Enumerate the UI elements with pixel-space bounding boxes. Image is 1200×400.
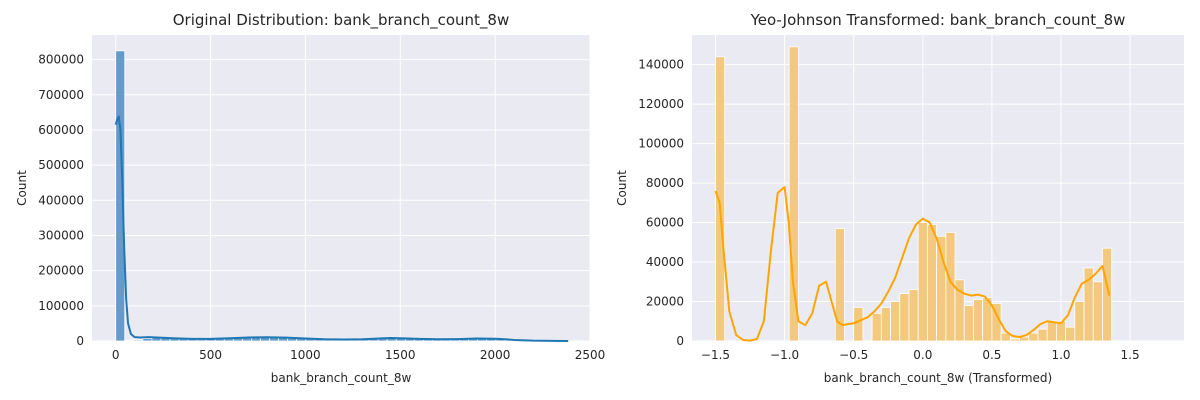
histogram-bar bbox=[899, 293, 910, 342]
histogram-bar bbox=[1037, 328, 1048, 342]
histogram-bar bbox=[715, 56, 726, 342]
x-tick-label: 0.0 bbox=[913, 348, 932, 362]
histogram-bar bbox=[917, 222, 928, 342]
histogram-bar bbox=[1028, 332, 1039, 342]
x-axis-label: bank_branch_count_8w (Transformed) bbox=[824, 371, 1052, 385]
histogram-bar bbox=[890, 301, 901, 342]
y-tick-label: 100000 bbox=[38, 299, 84, 313]
x-tick-label: 1500 bbox=[385, 348, 416, 362]
y-tick-label: 40000 bbox=[646, 255, 684, 269]
histogram-bar bbox=[880, 307, 891, 342]
x-tick-label: −1.5 bbox=[701, 348, 730, 362]
chart-panel-1: 0 500 1000 1500 2000 2500 0 100000 200000 300000 4… bbox=[15, 11, 605, 385]
y-tick-label: 80000 bbox=[646, 176, 684, 190]
x-tick-label: 2000 bbox=[480, 348, 511, 362]
histogram-bar bbox=[1092, 281, 1103, 342]
histogram-bar bbox=[1102, 247, 1113, 342]
x-tick-label: 2500 bbox=[575, 348, 606, 362]
x-tick-label: 1.5 bbox=[1121, 348, 1140, 362]
y-tick-label: 700000 bbox=[38, 88, 84, 102]
histogram-bar bbox=[1000, 332, 1011, 342]
x-tick-label: −1.0 bbox=[770, 348, 799, 362]
histogram-bar bbox=[788, 46, 799, 342]
y-axis-label: Count bbox=[15, 170, 29, 206]
chart-title: Original Distribution: bank_branch_count… bbox=[173, 11, 509, 30]
histogram-bar bbox=[142, 338, 153, 342]
histogram-bar bbox=[124, 339, 135, 342]
x-axis-label: bank_branch_count_8w bbox=[271, 371, 412, 385]
y-tick-label: 0 bbox=[676, 334, 684, 348]
histogram-bar bbox=[834, 228, 845, 342]
histogram-bar bbox=[1074, 301, 1085, 342]
histogram-bar bbox=[926, 224, 938, 342]
y-tick-label: 20000 bbox=[646, 295, 684, 309]
y-tick-label: 800000 bbox=[38, 53, 84, 67]
y-axis-label: Count bbox=[615, 170, 629, 206]
histogram-bar bbox=[1046, 320, 1057, 342]
y-tick-label: 60000 bbox=[646, 216, 684, 230]
x-tick-label: 0 bbox=[112, 348, 120, 362]
plot-background bbox=[92, 35, 590, 341]
y-tick-label: 120000 bbox=[638, 97, 684, 111]
y-tick-label: 140000 bbox=[638, 58, 684, 72]
histogram-bar bbox=[853, 307, 864, 342]
x-tick-label: 1.0 bbox=[1051, 348, 1070, 362]
histogram-bar bbox=[908, 289, 919, 342]
y-tick-label: 200000 bbox=[38, 264, 84, 278]
histogram-bar bbox=[973, 299, 984, 342]
y-tick-label: 500000 bbox=[38, 158, 84, 172]
histogram-bar bbox=[871, 312, 882, 342]
x-tick-label: 500 bbox=[199, 348, 222, 362]
x-tick-label: −0.5 bbox=[839, 348, 868, 362]
y-tick-label: 100000 bbox=[638, 137, 684, 151]
y-tick-label: 400000 bbox=[38, 193, 84, 207]
y-tick-label: 600000 bbox=[38, 123, 84, 137]
histogram-bar bbox=[963, 305, 974, 342]
kde-line bbox=[714, 186, 1111, 342]
histogram-bar bbox=[1065, 326, 1076, 342]
histogram-bar bbox=[115, 50, 126, 342]
y-tick-label: 0 bbox=[76, 334, 84, 348]
chart-title: Yeo-Johnson Transformed: bank_branch_cou… bbox=[750, 11, 1126, 30]
x-tick-label: 1000 bbox=[290, 348, 321, 362]
histogram-bar bbox=[1009, 338, 1020, 342]
x-tick-label: 0.5 bbox=[982, 348, 1001, 362]
kde-line bbox=[114, 115, 569, 342]
y-tick-label: 300000 bbox=[38, 228, 84, 242]
chart-panel-2: −1.5 −1.0 −0.5 0.0 0.5 1.0 1.5 0 20000 40000 60000… bbox=[615, 11, 1184, 385]
histogram-bar bbox=[133, 339, 144, 342]
